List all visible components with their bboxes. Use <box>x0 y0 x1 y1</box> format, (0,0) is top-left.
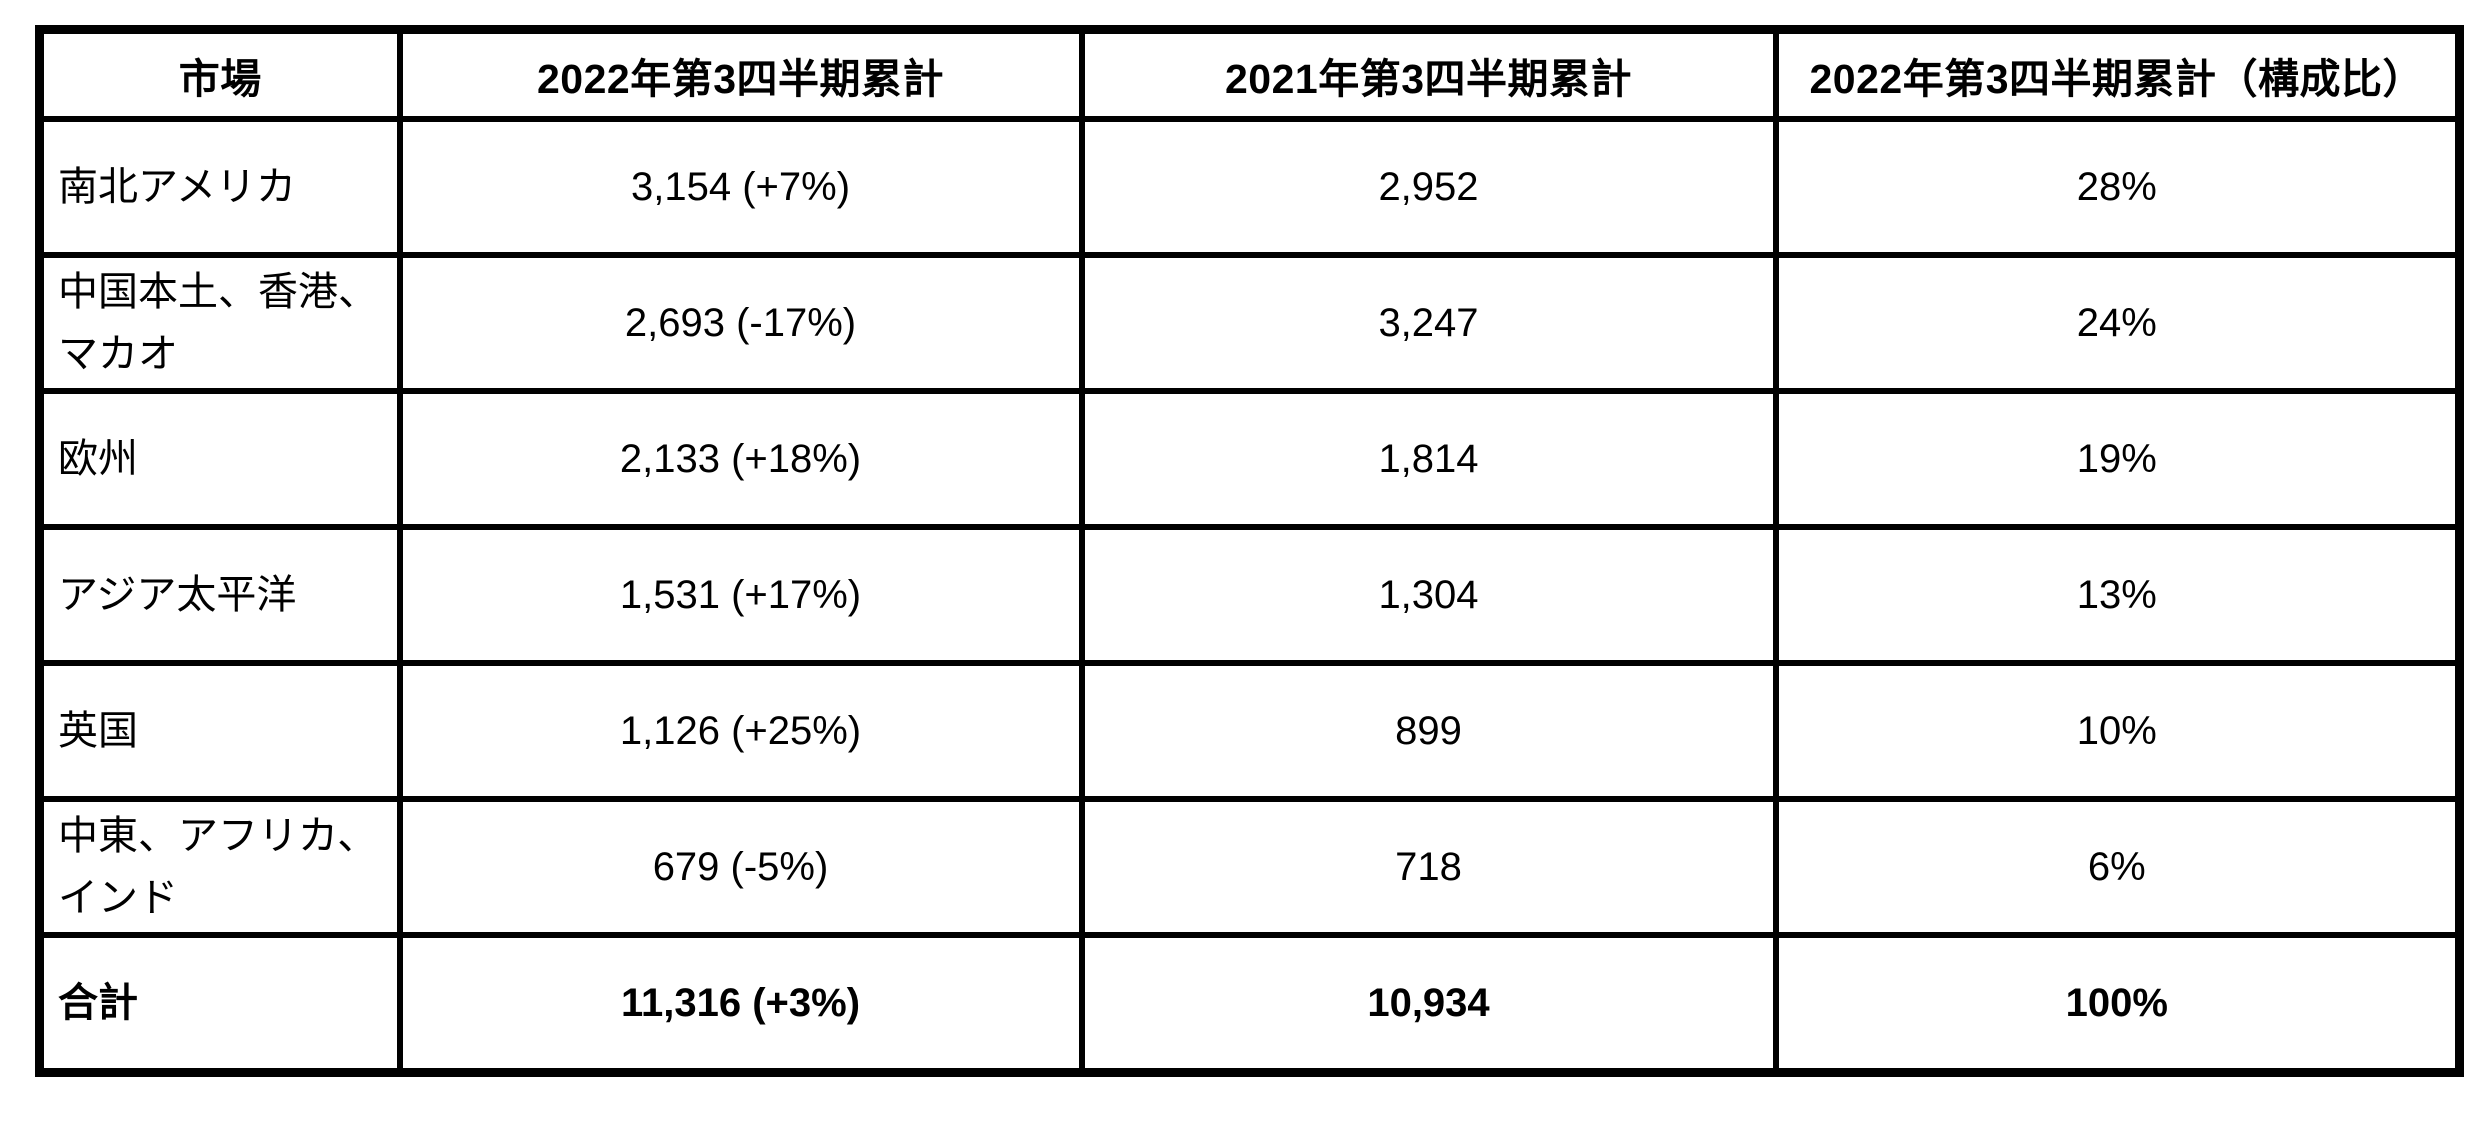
value-2022-cell: 2,693 (-17%) <box>396 252 1085 394</box>
table-body: 南北アメリカ 3,154 (+7%) 2,952 28% 中国本土、香港、 マカオ 2,6… <box>36 116 2463 1076</box>
value-2022-cell: 3,154 (+7%) <box>396 116 1085 258</box>
market-cell: 英国 <box>36 660 403 802</box>
value-2021-cell: 899 <box>1078 660 1779 802</box>
market-table: 市場 2022年第3四半期累計 2021年第3四半期累計 2022年第3四半期累… <box>35 25 2464 1077</box>
value-2021-cell: 1,814 <box>1078 388 1779 530</box>
share-cell: 100% <box>1772 932 2463 1076</box>
value-2021-cell: 718 <box>1078 796 1779 938</box>
value-2022-cell: 1,531 (+17%) <box>396 524 1085 666</box>
share-cell: 6% <box>1772 796 2463 938</box>
market-cell: 中国本土、香港、 マカオ <box>36 252 403 394</box>
col-header-market: 市場 <box>36 26 403 122</box>
table-row: アジア太平洋 1,531 (+17%) 1,304 13% <box>36 524 2463 666</box>
market-cell: アジア太平洋 <box>36 524 403 666</box>
value-2021-cell: 1,304 <box>1078 524 1779 666</box>
table-row: 中国本土、香港、 マカオ 2,693 (-17%) 3,247 24% <box>36 252 2463 394</box>
value-2022-cell: 11,316 (+3%) <box>396 932 1085 1076</box>
table-row: 英国 1,126 (+25%) 899 10% <box>36 660 2463 802</box>
market-cell: 欧州 <box>36 388 403 530</box>
total-row: 合計 11,316 (+3%) 10,934 100% <box>36 932 2463 1076</box>
col-header-2022: 2022年第3四半期累計 <box>396 26 1085 122</box>
table-row: 南北アメリカ 3,154 (+7%) 2,952 28% <box>36 116 2463 258</box>
share-cell: 24% <box>1772 252 2463 394</box>
market-cell: 中東、アフリカ、 インド <box>36 796 403 938</box>
market-cell: 南北アメリカ <box>36 116 403 258</box>
col-header-2021: 2021年第3四半期累計 <box>1078 26 1779 122</box>
market-cell: 合計 <box>36 932 403 1076</box>
share-cell: 19% <box>1772 388 2463 530</box>
table-row: 欧州 2,133 (+18%) 1,814 19% <box>36 388 2463 530</box>
share-cell: 10% <box>1772 660 2463 802</box>
value-2021-cell: 3,247 <box>1078 252 1779 394</box>
col-header-share: 2022年第3四半期累計（構成比） <box>1772 26 2463 122</box>
share-cell: 28% <box>1772 116 2463 258</box>
value-2022-cell: 2,133 (+18%) <box>396 388 1085 530</box>
value-2022-cell: 1,126 (+25%) <box>396 660 1085 802</box>
value-2021-cell: 10,934 <box>1078 932 1779 1076</box>
table-row: 中東、アフリカ、 インド 679 (-5%) 718 6% <box>36 796 2463 938</box>
header-row: 市場 2022年第3四半期累計 2021年第3四半期累計 2022年第3四半期累… <box>36 26 2463 122</box>
value-2021-cell: 2,952 <box>1078 116 1779 258</box>
value-2022-cell: 679 (-5%) <box>396 796 1085 938</box>
share-cell: 13% <box>1772 524 2463 666</box>
